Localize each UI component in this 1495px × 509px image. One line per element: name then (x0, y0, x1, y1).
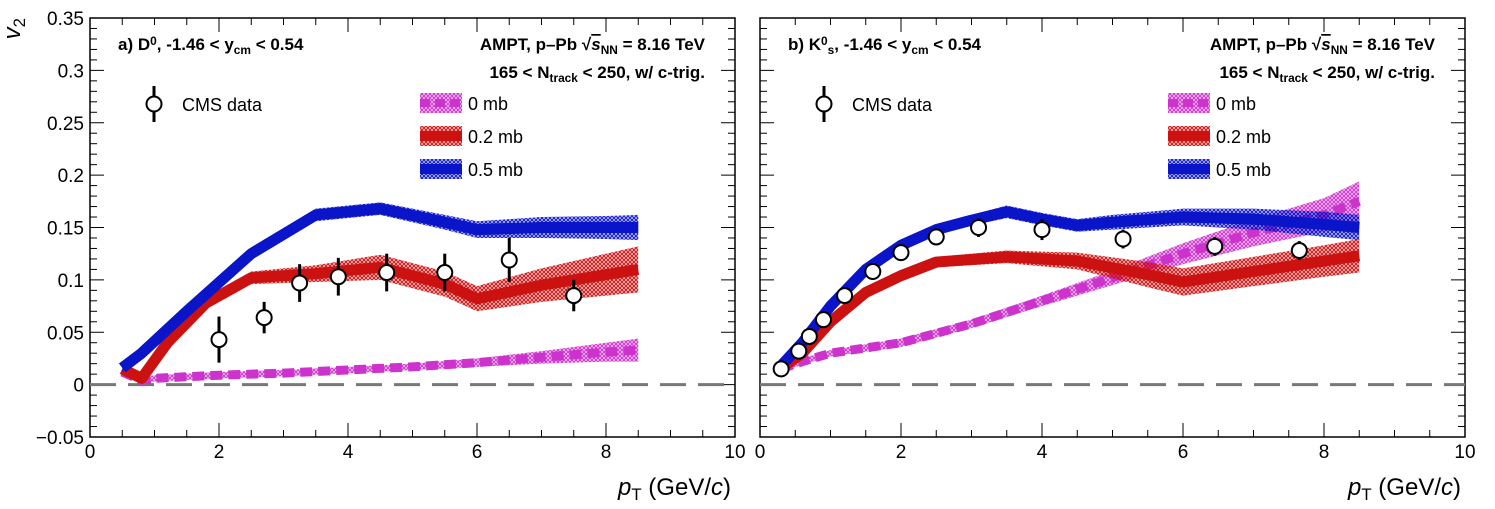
y-tick-label: 0.05 (47, 323, 84, 344)
y-axis-title: v2 (0, 18, 29, 39)
x-tick-label: 8 (601, 442, 612, 463)
y-tick-label: 0.25 (47, 114, 84, 135)
band-0-5-mb (122, 202, 639, 373)
x-axis-title: pT (GeV/c) (1347, 474, 1461, 504)
x-tick-label: 8 (1319, 442, 1330, 463)
data-point (970, 219, 988, 236)
x-tick-label: 6 (472, 442, 483, 463)
model-label: AMPT, p–Pb √sNN = 8.16 TeV (480, 35, 706, 57)
panel-label: b) K0s, -1.46 < ycm < 0.54 (788, 34, 982, 56)
line-0-5-mb (118, 203, 639, 373)
legend-label: 0.5 mb (1216, 160, 1271, 180)
data-point (892, 244, 910, 262)
panel-a-d0: 0 2 4 6 8 10−0.0500.050.10.150.20.250.30.35a)… (0, 9, 746, 504)
data-point (1033, 221, 1051, 239)
panel-b-k0s: 0 2 4 6 8 10 b) K0s, -1.46 < ycm < 0.54 AMPT, p… (755, 17, 1476, 504)
data-point (500, 251, 518, 269)
x-tick-label: 2 (214, 442, 225, 463)
legend-label: 0 mb (468, 94, 508, 114)
data-point (927, 228, 945, 246)
legend-label: 0.2 mb (468, 127, 523, 147)
data-point (255, 309, 273, 327)
data-point (1290, 242, 1308, 260)
data-point (210, 331, 228, 349)
data-point (1114, 230, 1132, 248)
y-tick-label: 0.2 (58, 166, 84, 187)
x-tick-label: 4 (1037, 442, 1048, 463)
legend-cms-marker (145, 95, 163, 113)
centrality-label: 165 < Ntrack < 250, w/ c-trig. (489, 63, 705, 85)
legend-label: 0.2 mb (1216, 127, 1271, 147)
data-point (864, 262, 882, 280)
y-tick-label: −0.05 (36, 428, 84, 449)
y-tick-label: 0.1 (58, 271, 84, 292)
x-axis-title: pT (GeV/c) (617, 474, 731, 504)
data-point (814, 311, 832, 329)
centrality-label: 165 < Ntrack < 250, w/ c-trig. (1219, 63, 1435, 85)
legend-label: 0.5 mb (468, 160, 523, 180)
line-0-2-mb (119, 261, 640, 384)
line-0-mb (120, 345, 639, 385)
y-tick-label: 0.3 (58, 61, 84, 82)
line-0-mb (779, 197, 1361, 374)
legend-cms-label: CMS data (852, 95, 933, 115)
x-tick-label: 4 (343, 442, 354, 463)
data-point (1206, 237, 1224, 255)
model-label: AMPT, p–Pb √sNN = 8.16 TeV (1210, 35, 1436, 57)
data-point (329, 268, 347, 286)
data-point (291, 274, 309, 292)
x-tick-label: 2 (896, 442, 907, 463)
x-tick-label: 6 (1178, 442, 1189, 463)
data-point (436, 264, 454, 282)
data-point (565, 287, 583, 305)
legend-label: 0 mb (1216, 94, 1256, 114)
y-tick-label: 0.35 (47, 9, 84, 30)
data-point (772, 360, 790, 378)
y-tick-label: 0 (73, 376, 84, 397)
legend-cms-marker (815, 95, 833, 113)
x-tick-label: 10 (724, 442, 745, 463)
y-tick-label: 0.15 (47, 219, 84, 240)
x-tick-label: 10 (1454, 442, 1475, 463)
data-point (790, 342, 808, 360)
x-tick-label: 0 (755, 442, 766, 463)
data-point (836, 287, 854, 305)
legend-cms-label: CMS data (182, 95, 263, 115)
x-tick-label: 0 (85, 442, 96, 463)
data-point (378, 264, 396, 282)
data-point (800, 327, 818, 345)
panel-label: a) D0, -1.46 < ycm < 0.54 (118, 34, 304, 56)
